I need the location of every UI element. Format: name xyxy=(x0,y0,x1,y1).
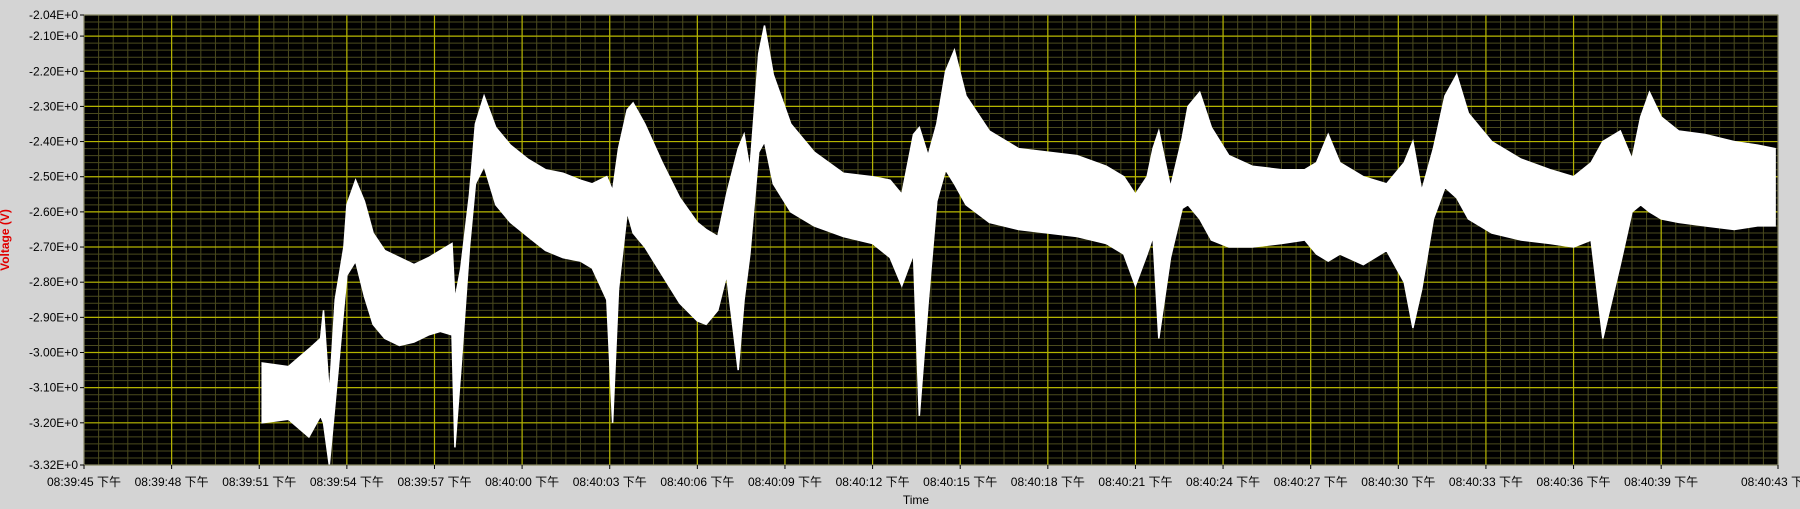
y-tick-label: -3.32E+0 xyxy=(29,458,78,472)
y-tick-label: -2.50E+0 xyxy=(29,170,78,184)
y-axis-label: Voltage (V) xyxy=(0,209,12,271)
y-tick-label: -2.70E+0 xyxy=(29,240,78,254)
y-tick-label: -2.90E+0 xyxy=(29,310,78,324)
y-tick-label: -3.00E+0 xyxy=(29,346,78,360)
x-tick-label: 08:39:48 下午 xyxy=(135,475,209,489)
x-tick-label: 08:40:36 下午 xyxy=(1537,475,1611,489)
trace-band xyxy=(261,25,1776,466)
y-tick-label: -2.30E+0 xyxy=(29,99,78,113)
y-tick-label: -3.10E+0 xyxy=(29,381,78,395)
x-tick-label: 08:40:18 下午 xyxy=(1011,475,1085,489)
y-tick-label: -2.10E+0 xyxy=(29,29,78,43)
y-tick-label: -3.20E+0 xyxy=(29,416,78,430)
x-tick-label: 08:40:27 下午 xyxy=(1274,475,1348,489)
x-tick-label: 08:39:57 下午 xyxy=(397,475,471,489)
y-tick-label: -2.04E+0 xyxy=(29,8,78,22)
y-tick-label: -2.80E+0 xyxy=(29,275,78,289)
x-tick-label: 08:40:21 下午 xyxy=(1098,475,1172,489)
y-tick-label: -2.40E+0 xyxy=(29,135,78,149)
x-tick-label: 08:40:24 下午 xyxy=(1186,475,1260,489)
y-axis-ticks: -2.04E+0 -2.10E+0 -2.20E+0 -2.30E+0 -2.40E+0… xyxy=(29,8,84,472)
x-tick-label: 08:39:45 下午 xyxy=(47,475,121,489)
y-tick-label: -2.60E+0 xyxy=(29,205,78,219)
x-axis-ticks: 08:39:45 下午 08:39:48 下午 08:39:51 下午 08:39:5… xyxy=(47,465,1800,489)
x-axis-label: Time xyxy=(903,493,930,504)
x-tick-label: 08:40:00 下午 xyxy=(485,475,559,489)
x-tick-label: 08:40:12 下午 xyxy=(836,475,910,489)
x-tick-label: 08:40:03 下午 xyxy=(573,475,647,489)
x-tick-label: 08:40:39 下午 xyxy=(1624,475,1698,489)
y-tick-label: -2.20E+0 xyxy=(29,64,78,78)
x-tick-label: 08:40:15 下午 xyxy=(923,475,997,489)
x-tick-label: 08:40:06 下午 xyxy=(660,475,734,489)
x-tick-label: 08:40:30 下午 xyxy=(1361,475,1435,489)
plot-border xyxy=(83,14,1779,466)
x-tick-label: 08:39:51 下午 xyxy=(222,475,296,489)
x-tick-label: 08:40:09 下午 xyxy=(748,475,822,489)
x-tick-label: 08:40:43 下午 xyxy=(1741,475,1800,489)
x-tick-label: 08:39:54 下午 xyxy=(310,475,384,489)
voltage-trace xyxy=(261,25,1776,466)
x-tick-label: 08:40:33 下午 xyxy=(1449,475,1523,489)
